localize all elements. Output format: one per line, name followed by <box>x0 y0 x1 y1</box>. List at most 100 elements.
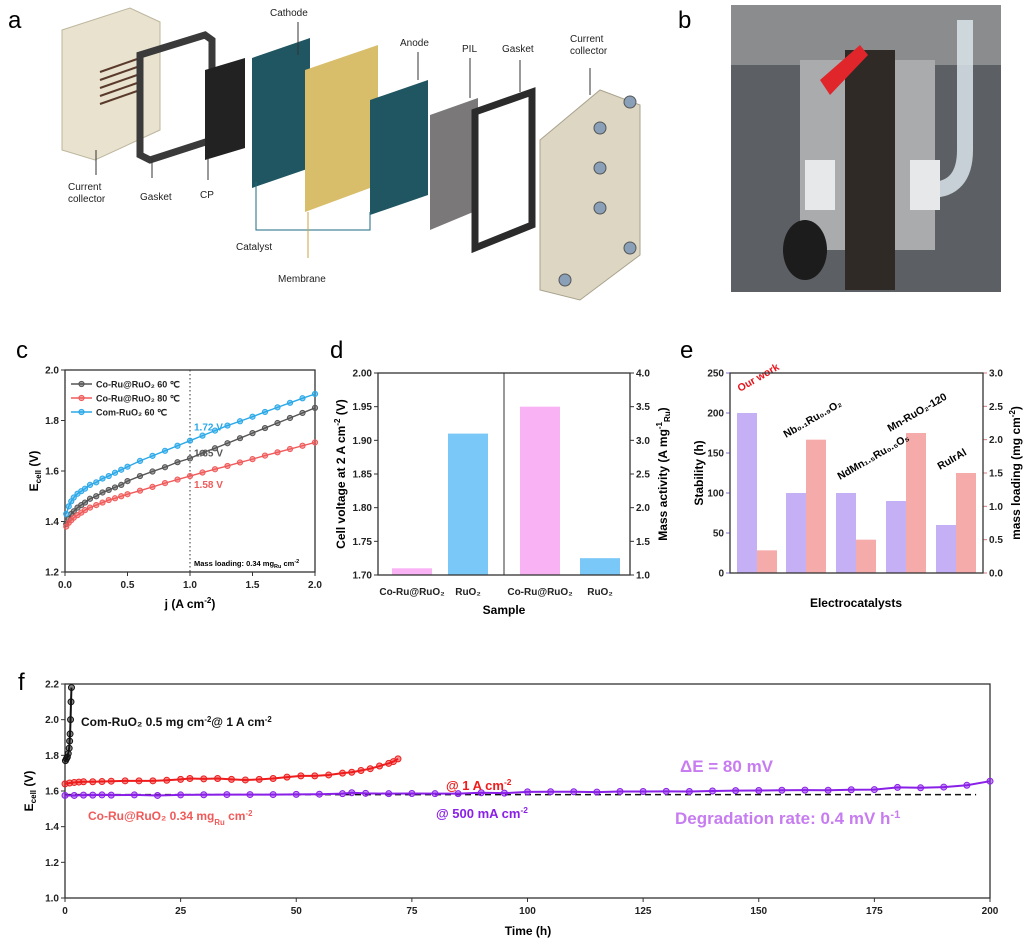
data-point <box>283 773 291 781</box>
bar-1 <box>448 433 488 575</box>
annotation-5: Degradation rate: 0.4 mV h-1 <box>675 809 900 828</box>
data-point <box>431 790 439 798</box>
data-point <box>111 469 119 476</box>
data-point <box>118 481 125 488</box>
data-point <box>224 440 231 447</box>
data-point <box>249 413 256 420</box>
data-point <box>547 788 555 796</box>
data-point <box>89 791 97 799</box>
data-point <box>66 730 74 738</box>
data-point <box>98 791 106 799</box>
data-point <box>408 789 416 797</box>
data-point <box>709 787 716 795</box>
x-axis-f-tick-label: 125 <box>635 906 652 917</box>
panel-label-e: e <box>680 337 693 364</box>
data-point <box>385 790 393 798</box>
data-point <box>315 790 323 798</box>
data-point <box>89 778 97 786</box>
data-point <box>778 786 786 794</box>
data-point <box>269 791 277 799</box>
data-point <box>136 487 144 494</box>
data-point <box>224 462 231 470</box>
y-axis-c-tick-label: 1.6 <box>45 467 59 478</box>
data-point <box>299 395 306 402</box>
y2-axis-d-tick-label: 1.5 <box>636 537 650 548</box>
data-point <box>211 427 219 434</box>
data-point <box>130 791 138 799</box>
data-point <box>174 459 181 466</box>
data-point <box>593 788 601 796</box>
panel-label-f: f <box>18 669 25 696</box>
annotation-3: @ 500 mA cm-2 <box>436 805 528 821</box>
data-point <box>616 788 624 796</box>
y2-axis-d-tick-label: 3.5 <box>636 402 650 413</box>
y-axis-d-tick-label: 1.95 <box>353 402 373 413</box>
data-point <box>200 775 208 783</box>
y2-axis-label-e: mass loading (mg cm-2) <box>1008 406 1023 540</box>
data-point <box>66 737 74 745</box>
x-axis-label-d: Sample <box>483 603 526 617</box>
data-point <box>362 789 370 797</box>
y-axis-e-tick-label: 200 <box>707 409 724 420</box>
y2-axis-d-tick-label: 2.5 <box>636 470 650 481</box>
data-point <box>80 778 87 786</box>
mass-loading-annotation-c: Mass loading: 0.34 mgRu cm-2 <box>194 559 299 570</box>
data-point <box>500 789 508 797</box>
data-point <box>376 762 383 770</box>
y-axis-f-tick-label: 1.0 <box>45 894 59 905</box>
data-point <box>348 768 356 776</box>
data-point <box>685 788 693 796</box>
data-point <box>135 777 143 785</box>
y-axis-f-tick-label: 1.6 <box>45 787 59 798</box>
data-point <box>186 455 194 462</box>
panel-label-c: c <box>16 337 28 364</box>
category-label-4: RuIrAl <box>936 446 969 472</box>
y-axis-f-tick-label: 1.8 <box>45 751 59 762</box>
x-axis-label-c: j (A cm-2) <box>164 596 216 611</box>
data-point <box>70 791 78 799</box>
y-axis-d-tick-label: 1.85 <box>353 470 373 481</box>
flow-field-icon <box>99 57 141 105</box>
legend-label-2: Com-RuO₂ 60 ℃ <box>96 408 167 418</box>
y-axis-e-tick-label: 0 <box>718 569 724 580</box>
data-point <box>269 775 277 783</box>
legend-label-1: Co-Ru@RuO₂ 80 ℃ <box>96 394 180 404</box>
data-point <box>236 435 244 442</box>
data-point <box>67 684 75 692</box>
data-point <box>986 777 994 785</box>
y-axis-c-tick-label: 1.8 <box>45 416 59 427</box>
category-label-0: Co-Ru@RuO₂ <box>379 587 444 598</box>
data-point <box>111 484 119 491</box>
x-axis-f-tick-label: 200 <box>982 906 999 917</box>
y2-axis-e-tick-label: 2.0 <box>989 435 1003 446</box>
bolt-icons <box>558 95 637 287</box>
y-axis-d-tick-label: 1.70 <box>353 571 373 582</box>
label-current-collector-right-2: collector <box>570 46 608 57</box>
y2-axis-label-d: Mass activity (A mg-1Ru) <box>655 407 672 540</box>
x-axis-label-f: Time (h) <box>505 924 551 938</box>
y-axis-c-tick-label: 1.2 <box>45 568 59 579</box>
data-point <box>107 791 115 799</box>
data-point <box>241 776 249 784</box>
bar-2 <box>520 406 560 575</box>
label-cp: CP <box>200 190 214 201</box>
data-point <box>297 772 305 780</box>
right-gasket <box>471 87 536 254</box>
x-axis-label-e: Electrocatalysts <box>810 596 902 610</box>
y2-axis-e-tick-label: 0.5 <box>989 535 1003 546</box>
y2-axis-e-tick-label: 1.5 <box>989 469 1003 480</box>
cathode <box>252 38 310 188</box>
label-catalyst: Catalyst <box>236 242 272 253</box>
category-label-3: RuO₂ <box>587 587 613 598</box>
data-point <box>366 765 374 773</box>
chart-e: Our workNb₀.₁Ru₀.₉O₂NdMn₁.₅Ru₀.₅O₅Mn-RuO… <box>692 361 1023 610</box>
data-point <box>325 771 333 779</box>
data-point <box>105 486 112 494</box>
data-point <box>98 778 106 786</box>
data-point <box>186 472 194 480</box>
data-point <box>228 775 235 783</box>
data-point <box>339 790 346 798</box>
data-point <box>63 510 70 518</box>
bar-Stability-2 <box>836 493 856 573</box>
y2-axis-d-tick-label: 4.0 <box>636 369 650 380</box>
